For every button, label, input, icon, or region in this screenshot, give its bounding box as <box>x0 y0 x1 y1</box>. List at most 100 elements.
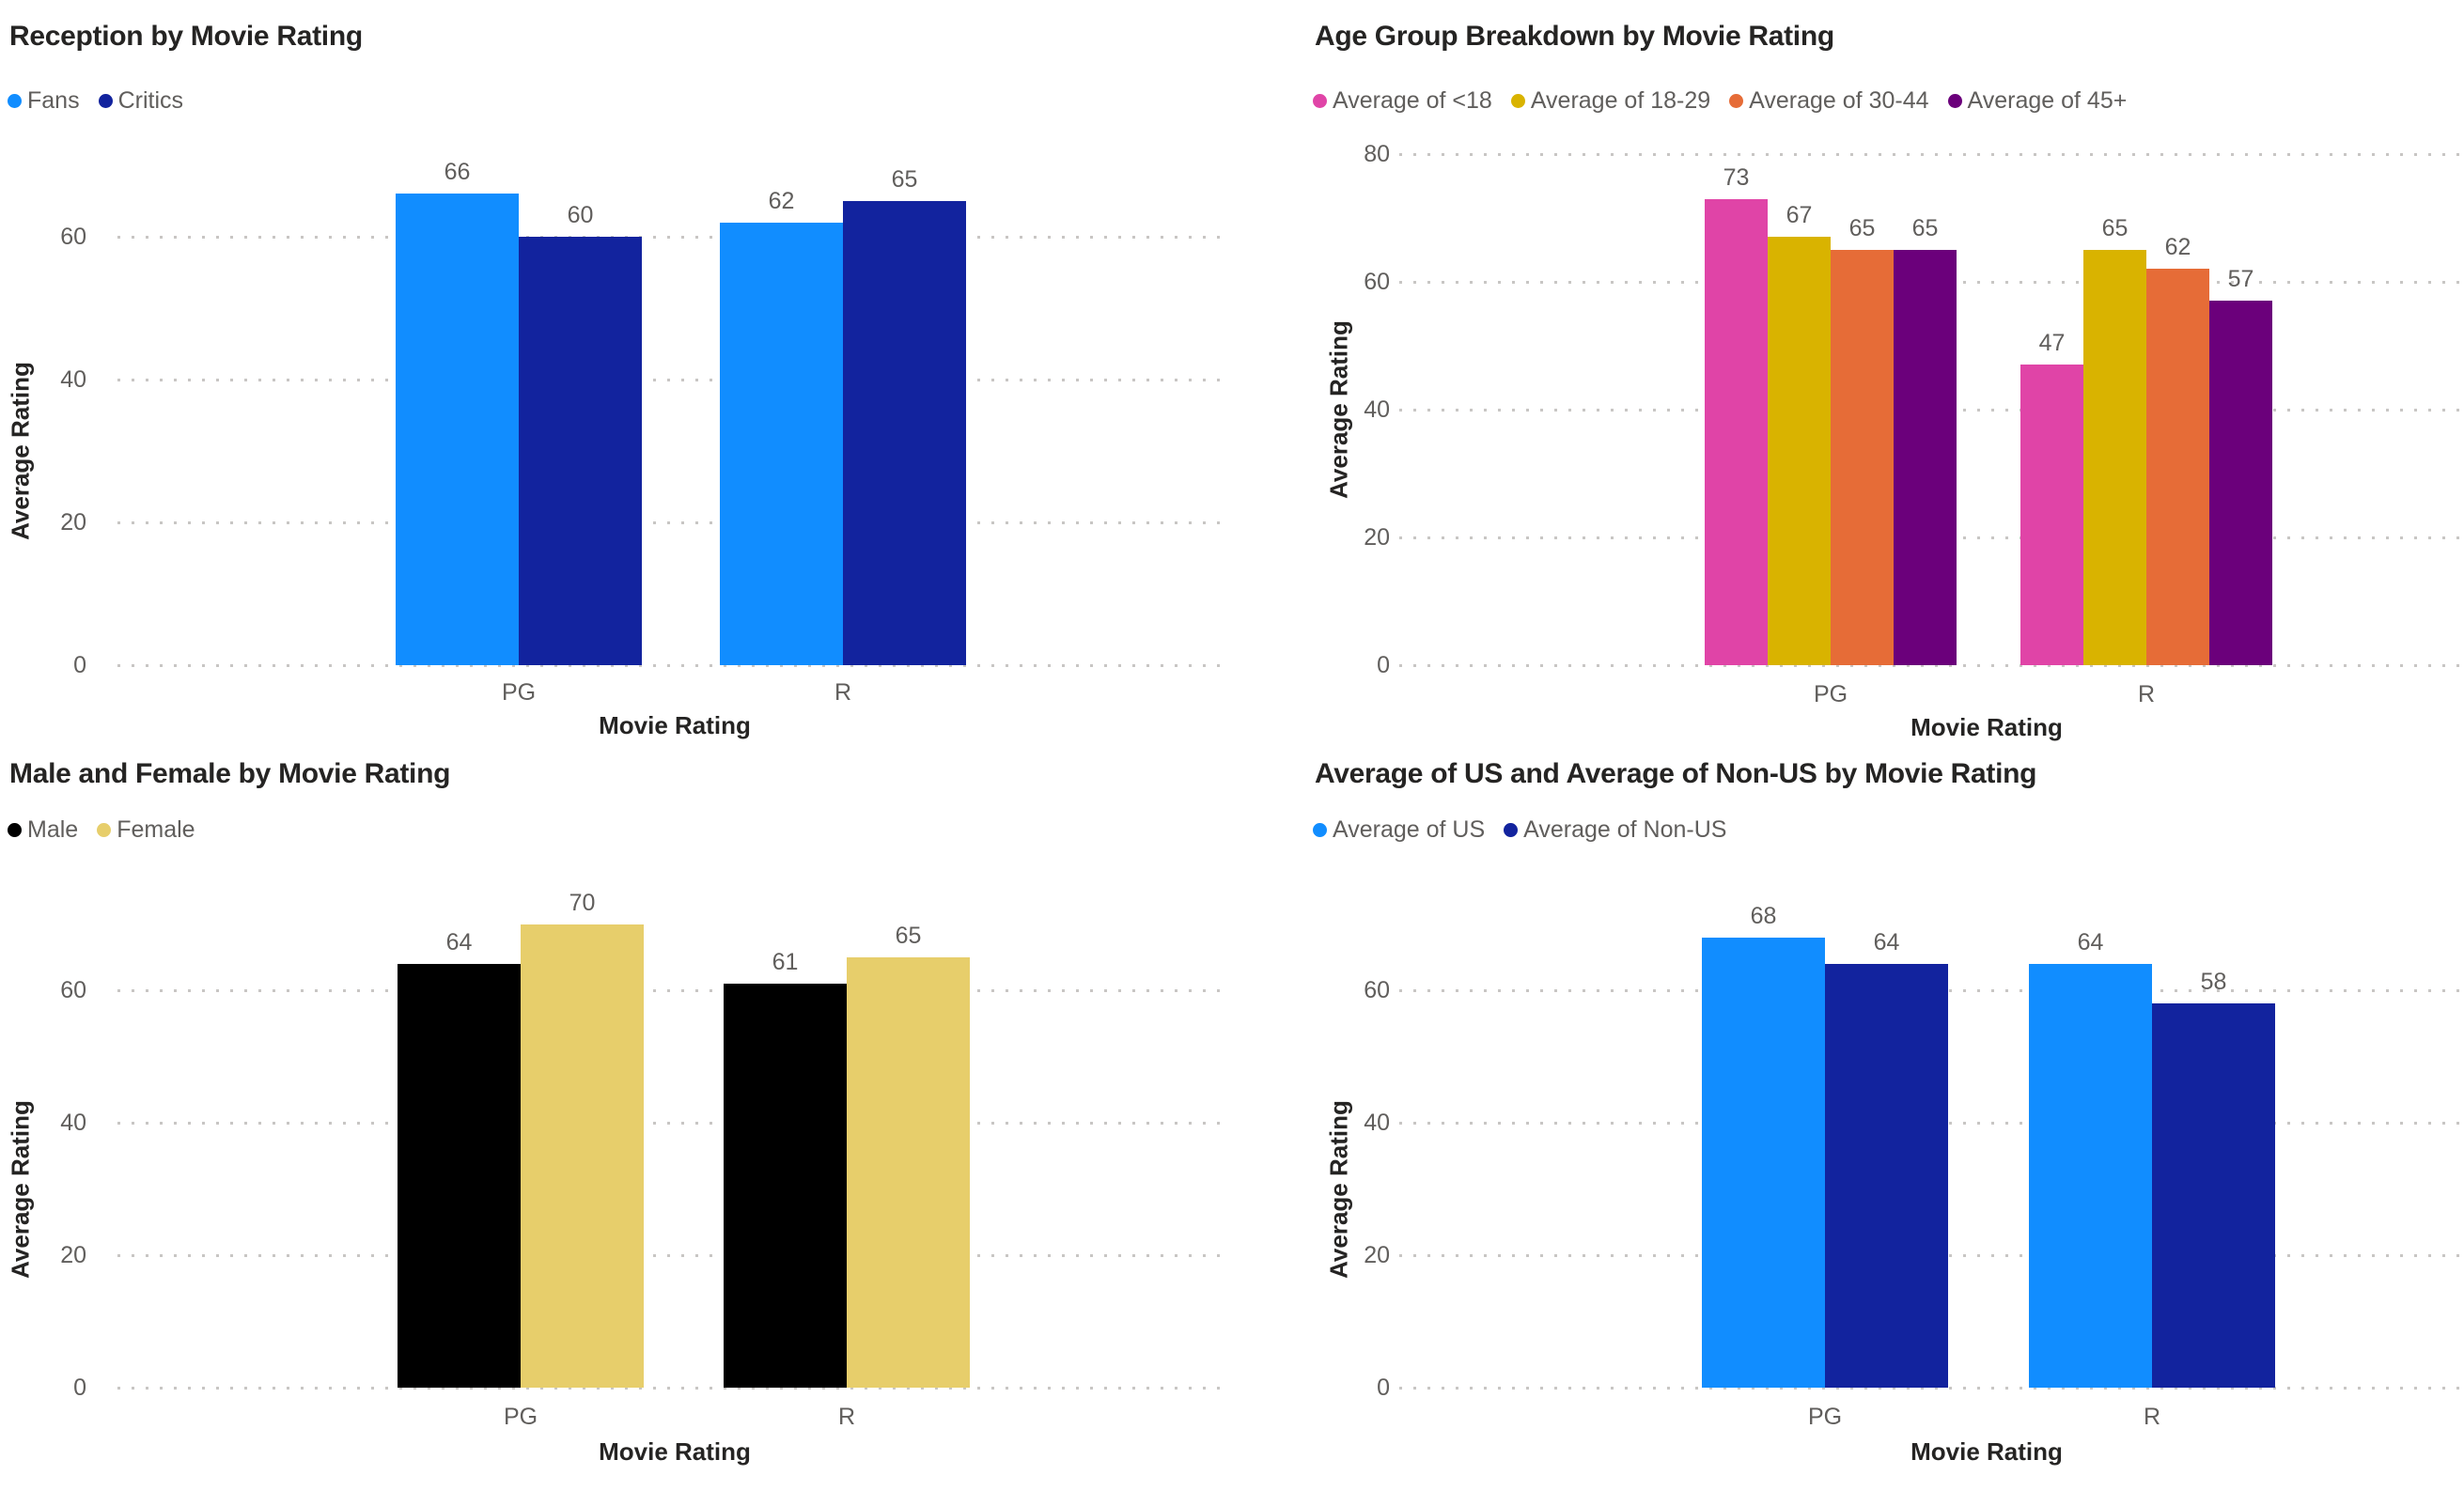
legend: Average of US Average of Non-US <box>1313 816 1726 844</box>
bar-value-label: 73 <box>1723 163 1750 191</box>
y-axis-tick-label: 20 <box>1364 524 1390 551</box>
bar-value-label: 62 <box>2164 234 2191 261</box>
bar-value-label: 47 <box>2038 330 2066 357</box>
y-axis-tick-label: 40 <box>1364 1110 1390 1136</box>
bar-pg-series-0[interactable] <box>1705 198 1768 665</box>
y-axis-title: Average Rating <box>1324 320 1353 499</box>
bar-pg-series-3[interactable] <box>1894 250 1957 665</box>
legend-item-label: Average of <18 <box>1333 87 1492 114</box>
bar-r-series-1[interactable] <box>2083 250 2146 665</box>
chart-title: Age Group Breakdown by Movie Rating <box>1315 21 1834 52</box>
legend-color-dot-icon <box>97 823 112 837</box>
y-axis-title: Average Rating <box>1324 1099 1353 1279</box>
bar-r-series-0[interactable] <box>720 222 843 665</box>
gridline <box>1399 664 2464 667</box>
bar-value-label: 67 <box>1786 202 1813 229</box>
bar-r-series-1[interactable] <box>847 956 970 1388</box>
bar-value-label: 70 <box>569 889 596 916</box>
bar-r-series-0[interactable] <box>2020 365 2083 665</box>
bar-value-label: 64 <box>1873 928 1900 955</box>
y-axis-tick-label: 20 <box>60 1242 86 1268</box>
bar-r-series-0[interactable] <box>2029 963 2152 1388</box>
legend: Male Female <box>8 816 195 844</box>
legend-item-0[interactable]: Average of US <box>1313 816 1485 844</box>
bar-pg-series-0[interactable] <box>396 194 519 665</box>
y-axis-tick-label: 40 <box>1364 396 1390 423</box>
legend-color-dot-icon <box>1313 94 1327 108</box>
legend-item-3[interactable]: Average of 45+ <box>1947 87 2128 115</box>
legend-item-1[interactable]: Average of Non-US <box>1504 816 1726 844</box>
bar-value-label: 57 <box>2227 266 2254 293</box>
y-axis-tick-label: 40 <box>60 1110 86 1136</box>
bar-value-label: 66 <box>444 159 471 186</box>
bar-pg-series-0[interactable] <box>398 963 521 1388</box>
bar-value-label: 68 <box>1750 902 1777 929</box>
x-axis-title: Movie Rating <box>1910 1437 2063 1466</box>
bar-pg-series-1[interactable] <box>519 237 642 665</box>
legend-item-label: Average of 30-44 <box>1749 87 1929 114</box>
chart-reception-by-movie-rating: Reception by Movie Rating Fans Critics 0 2… <box>0 0 1232 745</box>
y-axis-tick-label: 80 <box>1364 141 1390 167</box>
legend-item-0[interactable]: Male <box>8 816 78 844</box>
bar-value-label: 65 <box>1848 215 1876 241</box>
legend-color-dot-icon <box>1947 94 1962 108</box>
gridline <box>117 1254 1224 1257</box>
y-axis-tick-label: 0 <box>73 1375 86 1401</box>
y-axis-tick-label: 60 <box>60 224 86 250</box>
legend-item-label: Average of 45+ <box>1967 87 2128 114</box>
bar-pg-series-0[interactable] <box>1702 937 1825 1388</box>
legend-item-label: Average of 18-29 <box>1530 87 1711 114</box>
bar-r-series-0[interactable] <box>724 983 847 1388</box>
legend-item-label: Female <box>117 816 195 843</box>
y-axis-tick-label: 0 <box>1377 652 1390 678</box>
x-axis-title: Movie Rating <box>1910 713 2063 741</box>
bar-pg-series-1[interactable] <box>1825 963 1948 1388</box>
gridline <box>117 236 1224 239</box>
x-axis-category-label: PG <box>501 679 537 706</box>
y-axis-tick-label: 20 <box>1364 1242 1390 1268</box>
gridline <box>117 1387 1224 1390</box>
bar-value-label: 62 <box>768 187 795 214</box>
y-axis-tick-label: 60 <box>60 977 86 1003</box>
legend-item-1[interactable]: Average of 18-29 <box>1510 87 1711 115</box>
legend-color-dot-icon <box>1510 94 1525 108</box>
legend-item-1[interactable]: Critics <box>98 87 184 115</box>
legend-color-dot-icon <box>98 94 113 108</box>
bar-value-label: 65 <box>891 166 918 193</box>
legend-item-2[interactable]: Average of 30-44 <box>1729 87 1929 115</box>
legend-item-1[interactable]: Female <box>97 816 195 844</box>
bar-value-label: 65 <box>895 922 922 949</box>
chart-us-nonus-by-movie-rating: Average of US and Average of Non-US by M… <box>1232 745 2464 1491</box>
bar-pg-series-2[interactable] <box>1831 250 1894 665</box>
bar-r-series-2[interactable] <box>2146 269 2209 665</box>
legend-item-0[interactable]: Average of <18 <box>1313 87 1492 115</box>
x-axis-title: Movie Rating <box>599 711 751 739</box>
y-axis-tick-label: 60 <box>1364 269 1390 295</box>
bar-r-series-1[interactable] <box>2152 1003 2275 1388</box>
bar-r-series-3[interactable] <box>2209 301 2272 665</box>
x-axis-title: Movie Rating <box>599 1437 751 1466</box>
chart-title: Average of US and Average of Non-US by M… <box>1315 758 2037 789</box>
gridline <box>117 521 1224 524</box>
legend-item-label: Male <box>27 816 79 843</box>
y-axis-tick-label: 0 <box>1377 1375 1390 1401</box>
bar-r-series-1[interactable] <box>843 201 966 665</box>
bar-value-label: 65 <box>1911 215 1939 241</box>
legend-item-label: Average of Non-US <box>1523 816 1727 843</box>
legend-color-dot-icon <box>1313 823 1327 837</box>
legend-item-0[interactable]: Fans <box>8 87 80 115</box>
legend-item-label: Average of US <box>1333 816 1486 843</box>
gridline <box>117 379 1224 381</box>
bar-value-label: 58 <box>2200 969 2227 996</box>
legend-color-dot-icon <box>1504 823 1519 837</box>
gridline <box>1399 153 2464 156</box>
gridline <box>117 664 1224 667</box>
legend-item-label: Fans <box>27 87 80 114</box>
y-axis-tick-label: 60 <box>1364 977 1390 1003</box>
legend-item-label: Critics <box>117 87 184 114</box>
legend-color-dot-icon <box>8 94 22 108</box>
bar-pg-series-1[interactable] <box>521 924 644 1388</box>
bar-pg-series-1[interactable] <box>1768 237 1831 665</box>
gridline <box>117 989 1224 992</box>
